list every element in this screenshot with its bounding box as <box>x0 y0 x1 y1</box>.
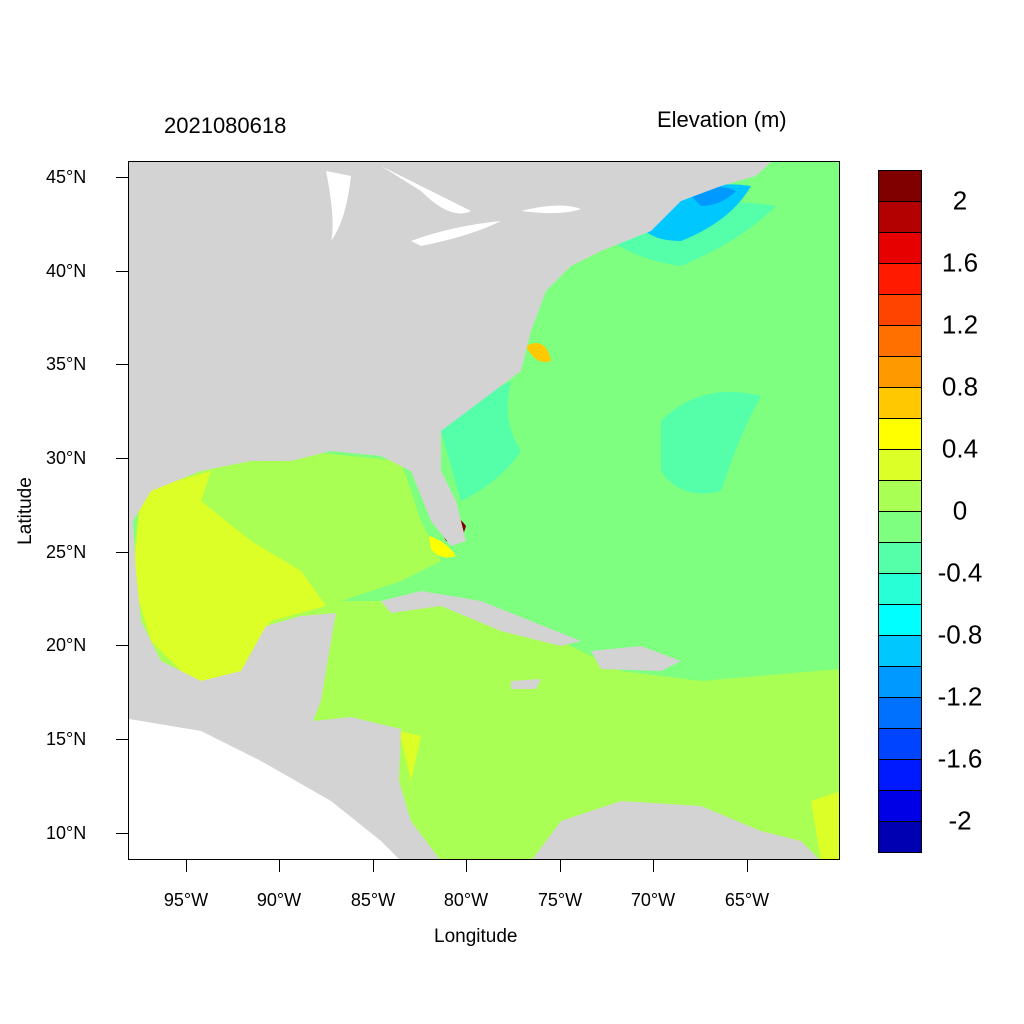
colorbar-bin <box>879 636 921 667</box>
y-tick-label: 30°N <box>46 448 87 468</box>
great-lakes <box>326 166 581 246</box>
colorbar-bin <box>879 419 921 450</box>
cuba <box>381 591 581 646</box>
y-tick-label: 40°N <box>46 261 87 281</box>
western-gulf-high <box>133 471 326 681</box>
colorbar-label: -0.8 <box>937 619 983 650</box>
x-tick-label: 80°W <box>443 890 489 910</box>
chesapeake-high <box>526 343 551 362</box>
y-tick <box>116 833 128 834</box>
colorbar-bin <box>879 543 921 574</box>
y-tick-label: 15°N <box>46 729 87 749</box>
pacific-ocean <box>129 719 399 859</box>
colorbar-bin <box>879 574 921 605</box>
jamaica <box>511 679 541 689</box>
x-tick <box>186 860 187 872</box>
map-svg <box>129 162 839 859</box>
y-tick-label: 20°N <box>46 635 87 655</box>
colorbar-label: 0 <box>952 495 968 526</box>
colorbar-label: -1.2 <box>937 681 983 712</box>
timestamp-title: 2021080618 <box>164 113 287 138</box>
colorbar-bin <box>879 481 921 512</box>
colorbar-bin <box>879 605 921 636</box>
caribbean-east-high <box>811 791 839 859</box>
y-axis-label: Latitude <box>14 477 36 545</box>
colorbar-label: -2 <box>948 805 972 836</box>
y-tick <box>116 458 128 459</box>
y-tick-label: 10°N <box>46 823 87 843</box>
north-america-land <box>129 162 771 859</box>
colorbar-bin <box>879 698 921 729</box>
coastal-low-patch <box>441 381 521 501</box>
colorbar-bin <box>879 202 921 233</box>
colorbar-bin <box>879 791 921 822</box>
x-tick-label: 90°W <box>256 890 302 910</box>
colorbar <box>878 170 922 853</box>
map-plot <box>128 161 840 860</box>
colorbar-bin <box>879 822 921 852</box>
colorbar-bin <box>879 760 921 791</box>
colorbar-bin <box>879 264 921 295</box>
hispaniola <box>591 646 681 671</box>
y-tick-label: 25°N <box>46 542 87 562</box>
colorbar-label: 2 <box>952 185 968 216</box>
colorbar-label: 1.2 <box>941 309 979 340</box>
x-tick-label: 85°W <box>350 890 396 910</box>
colorbar-label: 1.6 <box>941 247 979 278</box>
x-tick-label: 70°W <box>630 890 676 910</box>
x-tick-label: 65°W <box>724 890 770 910</box>
atlantic-low-patch <box>661 391 761 494</box>
y-tick <box>116 739 128 740</box>
y-tick <box>116 645 128 646</box>
x-tick <box>373 860 374 872</box>
south-america-land <box>532 801 819 859</box>
x-tick <box>653 860 654 872</box>
colorbar-bin <box>879 667 921 698</box>
colorbar-bin <box>879 729 921 760</box>
colorbar-bin <box>879 512 921 543</box>
colorbar-bin <box>879 171 921 202</box>
honduras-high <box>399 731 421 781</box>
x-tick-label: 95°W <box>163 890 209 910</box>
colorbar-label: -0.4 <box>937 557 983 588</box>
x-tick <box>560 860 561 872</box>
y-tick <box>116 271 128 272</box>
colorbar-label: -1.6 <box>937 743 983 774</box>
y-tick <box>116 364 128 365</box>
colorbar-bin <box>879 450 921 481</box>
y-tick <box>116 177 128 178</box>
florida-bay-high <box>429 536 456 558</box>
x-tick <box>279 860 280 872</box>
colorbar-label: 0.4 <box>941 433 979 464</box>
x-tick-label: 75°W <box>537 890 583 910</box>
x-tick <box>747 860 748 872</box>
colorbar-bin <box>879 357 921 388</box>
colorbar-bin <box>879 326 921 357</box>
y-tick <box>116 552 128 553</box>
colorbar-label: 0.8 <box>941 371 979 402</box>
colorbar-bin <box>879 295 921 326</box>
x-tick <box>466 860 467 872</box>
colorbar-bin <box>879 388 921 419</box>
y-tick-label: 45°N <box>46 167 87 187</box>
y-tick-label: 35°N <box>46 354 87 374</box>
colorbar-bin <box>879 233 921 264</box>
x-axis-label: Longitude <box>434 926 518 947</box>
variable-title: Elevation (m) <box>657 107 787 132</box>
